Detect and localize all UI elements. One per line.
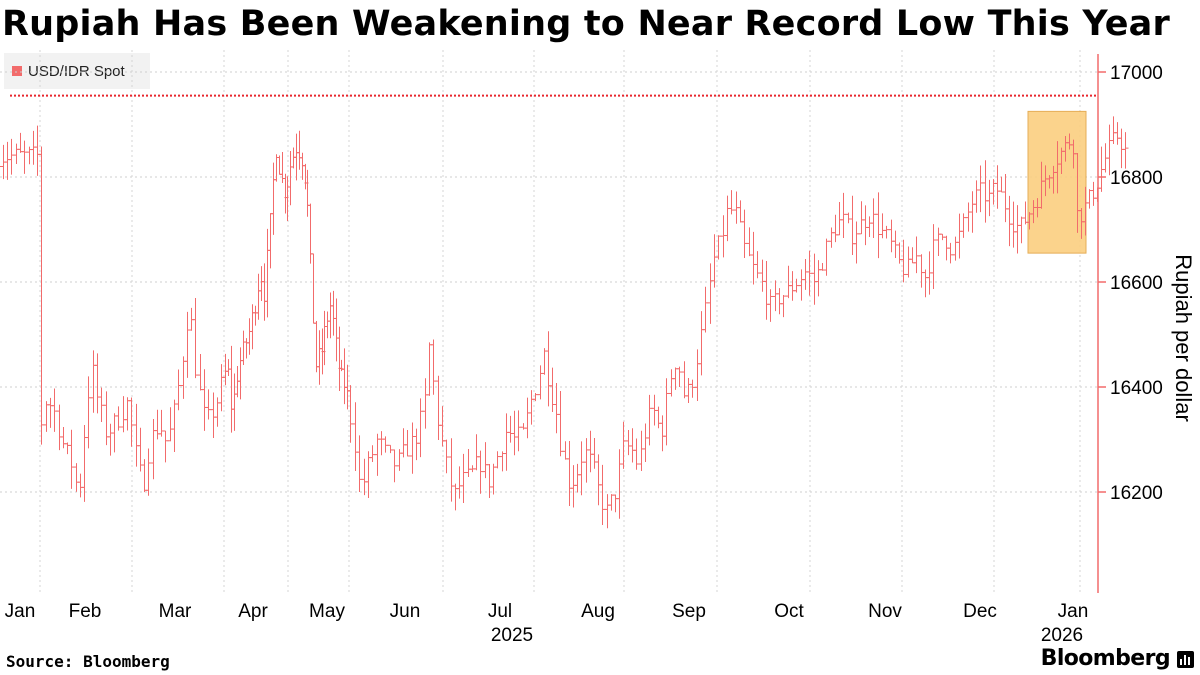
x-year-label: 2026 — [1041, 625, 1083, 646]
x-tick-label: Mar — [159, 601, 192, 622]
x-tick-label: Dec — [963, 601, 997, 622]
y-axis-title: Rupiah per dollar — [1171, 254, 1196, 422]
y-tick-label: 16200 — [1110, 483, 1163, 504]
x-tick-label: Feb — [69, 601, 102, 622]
y-tick-label: 17000 — [1110, 63, 1163, 84]
y-tick-label: 16600 — [1110, 273, 1163, 294]
x-tick-label: Jan — [1058, 601, 1089, 622]
x-tick-label: Aug — [581, 601, 615, 622]
y-tick-label: 16800 — [1110, 168, 1163, 189]
x-tick-label: Jun — [390, 601, 421, 622]
x-tick-label: Sep — [672, 601, 706, 622]
legend: USD/IDR Spot — [4, 53, 150, 89]
source-note: Source: Bloomberg — [6, 652, 170, 671]
x-tick-label: May — [309, 601, 345, 622]
legend-label: USD/IDR Spot — [28, 62, 125, 80]
chart-title: Rupiah Has Been Weakening to Near Record… — [2, 4, 1170, 44]
brand-logo-text: Bloomberg — [1040, 646, 1171, 671]
x-tick-label: Jul — [488, 601, 512, 622]
x-tick-label: Oct — [774, 601, 804, 622]
x-tick-label: Nov — [868, 601, 902, 622]
y-tick-label: 16400 — [1110, 378, 1163, 399]
x-tick-label: Apr — [238, 601, 268, 622]
x-tick-label: Jan — [5, 601, 36, 622]
bloomberg-chart-icon — [1177, 651, 1194, 668]
legend-swatch — [12, 66, 22, 76]
x-year-label: 2025 — [491, 625, 533, 646]
